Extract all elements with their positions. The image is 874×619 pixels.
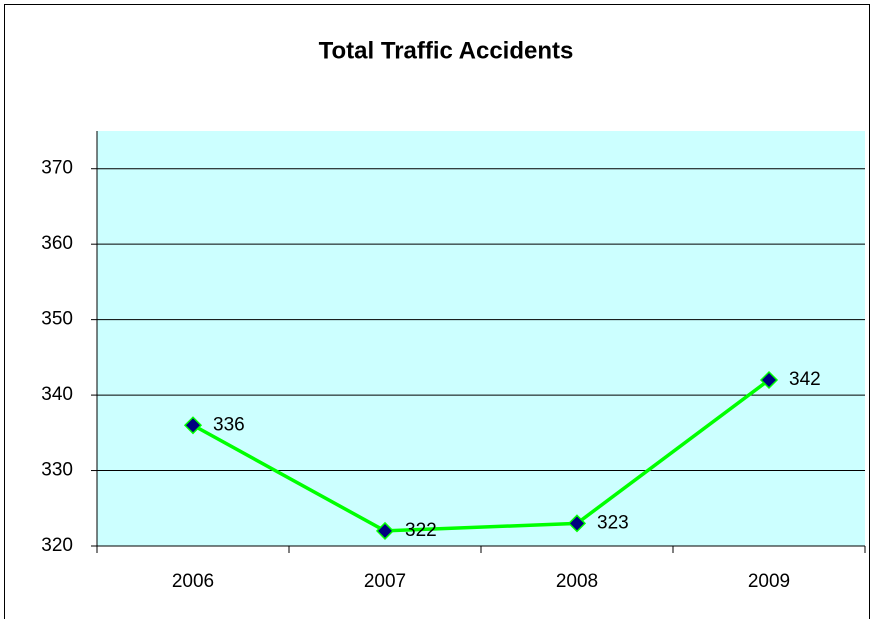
x-tick-label: 2009 bbox=[748, 571, 790, 592]
data-label: 336 bbox=[213, 414, 245, 435]
y-tick-label: 320 bbox=[41, 535, 73, 556]
y-tick-label: 360 bbox=[41, 233, 73, 254]
series-line bbox=[192, 378, 771, 533]
y-tick-label: 330 bbox=[41, 460, 73, 481]
data-label: 342 bbox=[789, 369, 821, 390]
y-tick-label: 350 bbox=[41, 309, 73, 330]
data-marker bbox=[183, 416, 203, 435]
data-marker bbox=[567, 514, 587, 533]
x-tick-label: 2008 bbox=[556, 571, 598, 592]
data-marker bbox=[375, 521, 395, 540]
data-label: 323 bbox=[597, 512, 629, 533]
x-tick-label: 2006 bbox=[172, 571, 214, 592]
x-tick-label: 2007 bbox=[364, 571, 406, 592]
chart-border bbox=[4, 4, 870, 619]
y-tick-label: 370 bbox=[41, 158, 73, 179]
y-tick-label: 340 bbox=[41, 384, 73, 405]
plot-area bbox=[97, 131, 865, 546]
data-marker bbox=[759, 370, 779, 390]
chart-title: Total Traffic Accidents bbox=[319, 37, 574, 64]
data-label: 322 bbox=[405, 520, 437, 541]
